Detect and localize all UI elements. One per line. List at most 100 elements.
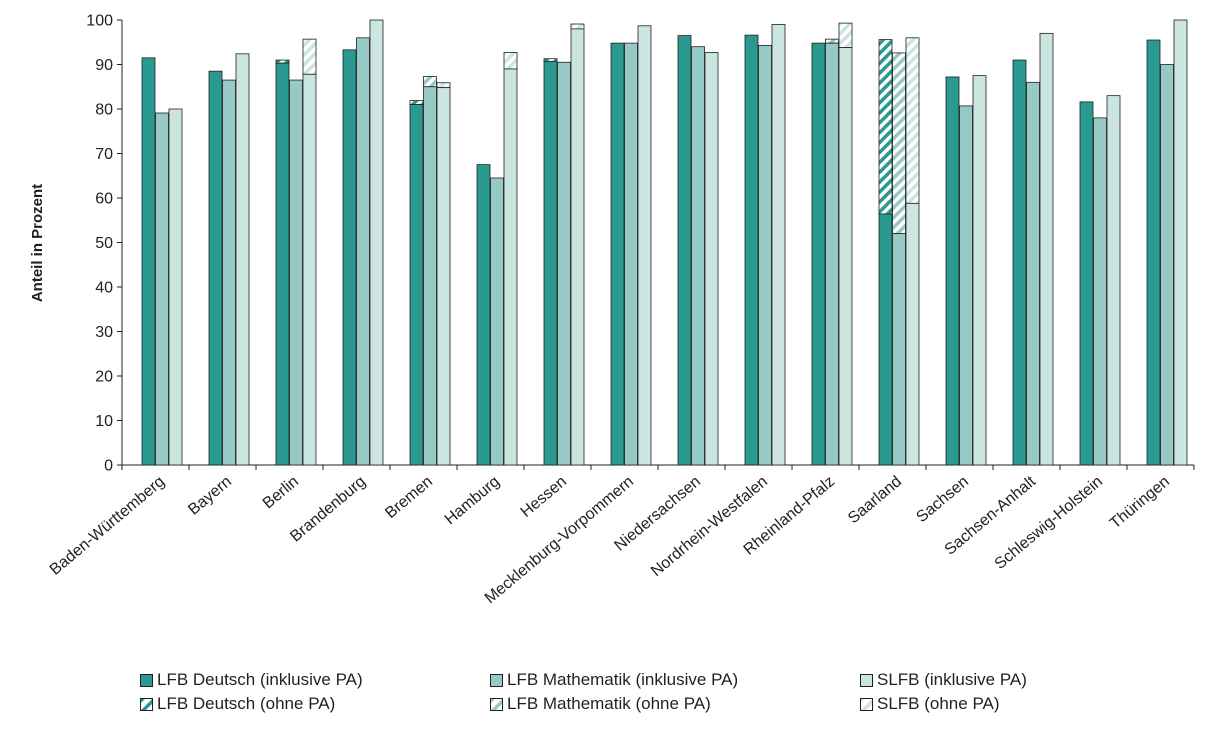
bar-inklusive-pa	[1173, 19, 1188, 466]
y-tick-label: 40	[95, 280, 113, 297]
bar-ohne-pa	[423, 76, 437, 88]
legend-label: LFB Deutsch (ohne PA)	[157, 694, 336, 713]
legend-swatch	[490, 697, 503, 711]
legend-item: SLFB (ohne PA)	[860, 694, 1000, 714]
bar-ohne-pa	[302, 38, 317, 75]
bar-inklusive-pa	[1146, 39, 1161, 466]
bar-inklusive-pa	[637, 25, 652, 466]
x-tick-labels: Baden-Württemberg Bayern BerlinBrandenburg…	[47, 473, 1173, 608]
legend-item: LFB Deutsch (inklusive PA)	[140, 670, 363, 690]
y-tick-label: 100	[86, 13, 113, 30]
legend-label: LFB Mathematik (inklusive PA)	[507, 670, 739, 689]
bar-inklusive-pa	[704, 52, 719, 466]
bar-inklusive-pa	[892, 233, 906, 466]
legend-item: LFB Mathematik (inklusive PA)	[490, 670, 738, 690]
bar-inklusive-pa	[369, 19, 384, 466]
bar-inklusive-pa	[1026, 81, 1040, 466]
bar-inklusive-pa	[1039, 32, 1054, 466]
y-tick-label: 80	[95, 102, 113, 119]
bar-inklusive-pa	[141, 57, 156, 466]
y-tick-label: 60	[95, 191, 113, 208]
bar-inklusive-pa	[838, 47, 853, 466]
bar-inklusive-pa	[610, 42, 625, 466]
x-tick-label: Thüringen	[1107, 473, 1173, 532]
legend-label: LFB Mathematik (ohne PA)	[507, 694, 711, 713]
bar-inklusive-pa	[691, 46, 705, 466]
bar-inklusive-pa	[503, 68, 518, 466]
legend-swatch	[860, 697, 873, 711]
y-tick-label: 70	[95, 146, 113, 163]
bar-ohne-pa	[543, 58, 558, 62]
bar-ohne-pa	[838, 22, 853, 48]
bar-inklusive-pa	[342, 49, 357, 466]
y-tick-label: 0	[104, 458, 113, 475]
bar-ohne-pa	[409, 100, 424, 105]
legend-item: LFB Mathematik (ohne PA)	[490, 694, 711, 714]
x-tick-label: Hamburg	[442, 473, 503, 528]
bar-ohne-pa	[503, 52, 518, 70]
bar-ohne-pa	[892, 52, 906, 234]
bar-ohne-pa	[275, 59, 290, 64]
bar-inklusive-pa	[168, 108, 183, 466]
bar-inklusive-pa	[1079, 101, 1094, 466]
bar-inklusive-pa	[155, 112, 169, 466]
legend-swatch	[490, 673, 503, 687]
bar-inklusive-pa	[436, 87, 451, 466]
legend-item: LFB Deutsch (ohne PA)	[140, 694, 335, 714]
legend: LFB Deutsch (inklusive PA) LFB Mathematik…	[140, 670, 1140, 740]
bar-inklusive-pa	[744, 34, 759, 466]
bar-inklusive-pa	[1012, 59, 1027, 466]
x-tick-label: Bremen	[382, 473, 436, 522]
legend-label: SLFB (inklusive PA)	[877, 670, 1027, 689]
bar-inklusive-pa	[771, 24, 786, 466]
bar-inklusive-pa	[208, 70, 223, 466]
x-tick-label: Hessen	[518, 473, 570, 521]
bar-inklusive-pa	[543, 60, 558, 466]
x-tick-label: Sachsen	[913, 473, 972, 526]
bar-ohne-pa	[436, 82, 451, 89]
bar-inklusive-pa	[222, 79, 236, 466]
bar-inklusive-pa	[1160, 64, 1174, 466]
x-tick-label: Berlin	[260, 473, 302, 512]
legend-swatch	[140, 673, 153, 687]
bar-inklusive-pa	[811, 42, 826, 466]
bar-inklusive-pa	[275, 62, 290, 466]
bar-inklusive-pa	[423, 86, 437, 466]
bar-inklusive-pa	[557, 61, 571, 466]
legend-item: SLFB (inklusive PA)	[860, 670, 1027, 690]
bar-ohne-pa	[905, 37, 920, 204]
bar-inklusive-pa	[570, 28, 585, 466]
y-tick-label: 20	[95, 369, 113, 386]
bar-inklusive-pa	[490, 177, 504, 466]
bar-inklusive-pa	[1093, 117, 1107, 466]
bar-inklusive-pa	[878, 213, 893, 466]
legend-swatch	[140, 697, 153, 711]
bar-inklusive-pa	[624, 42, 638, 466]
bar-inklusive-pa	[959, 105, 973, 466]
legend-swatch	[860, 673, 873, 687]
bar-inklusive-pa	[758, 44, 772, 466]
y-axis-title: Anteil in Prozent	[29, 184, 46, 302]
legend-label: LFB Deutsch (inklusive PA)	[157, 670, 363, 689]
bar-inklusive-pa	[1106, 95, 1121, 466]
bar-inklusive-pa	[289, 79, 303, 466]
legend-label: SLFB (ohne PA)	[877, 694, 1000, 713]
bar-inklusive-pa	[409, 104, 424, 466]
bar-inklusive-pa	[356, 37, 370, 466]
x-tick-label: Saarland	[845, 473, 905, 527]
bar-inklusive-pa	[905, 202, 920, 466]
bar-ohne-pa	[825, 38, 839, 44]
x-tick-label: Nordrhein-Westfalen	[648, 473, 771, 580]
bar-inklusive-pa	[825, 42, 839, 466]
x-tick-label: Bayern	[185, 473, 235, 519]
y-tick-label: 10	[95, 413, 113, 430]
x-tick-label: Baden-Württemberg	[47, 473, 168, 579]
y-tick-label: 30	[95, 324, 113, 341]
bar-ohne-pa	[570, 23, 585, 30]
bars	[141, 19, 1188, 466]
bar-inklusive-pa	[945, 76, 960, 466]
bar-inklusive-pa	[235, 53, 250, 466]
y-tick-label: 90	[95, 57, 113, 74]
bar-inklusive-pa	[302, 73, 317, 466]
